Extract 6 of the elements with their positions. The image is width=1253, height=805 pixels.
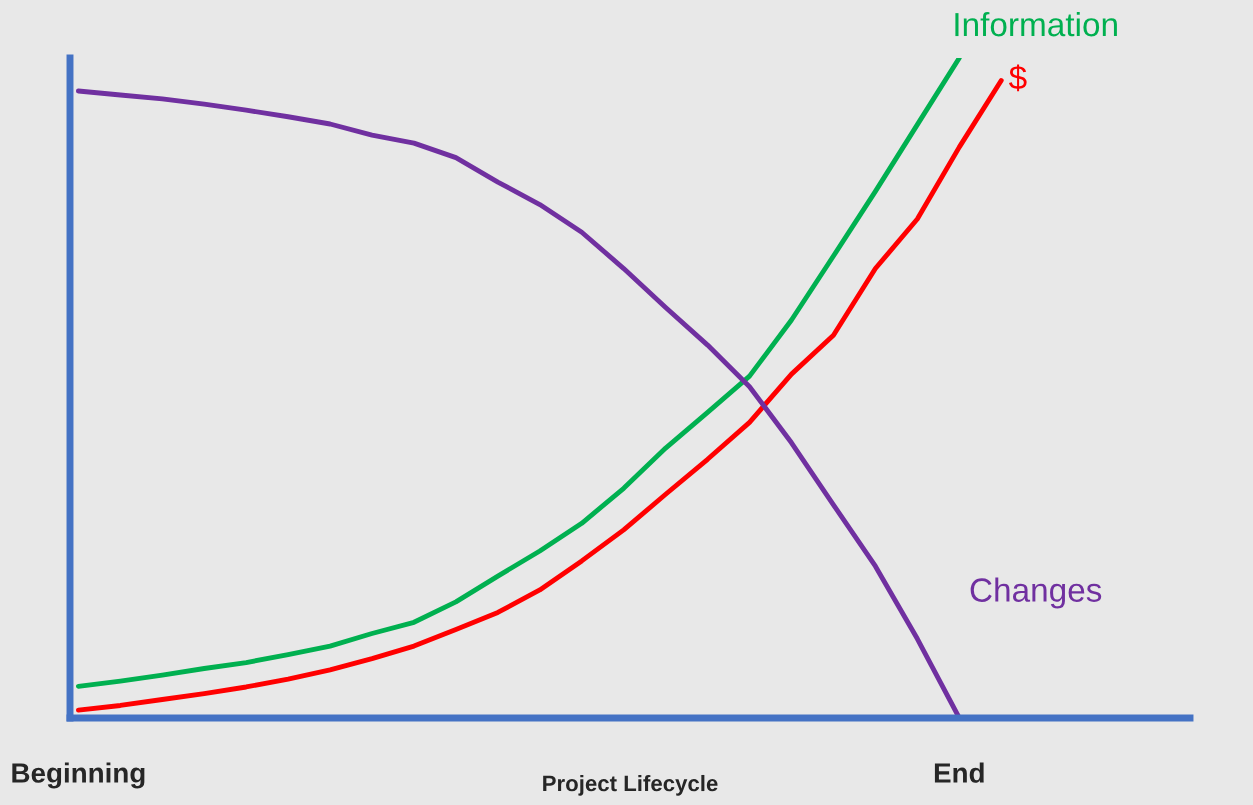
x-tick-label: Beginning xyxy=(12,762,145,789)
x-axis-title: Project Lifecycle xyxy=(543,774,718,796)
series-label: Changes xyxy=(970,577,1102,609)
x-tick-label: End xyxy=(934,762,984,783)
series-label: $ xyxy=(1008,64,1027,92)
series-label: Information xyxy=(955,11,1117,37)
